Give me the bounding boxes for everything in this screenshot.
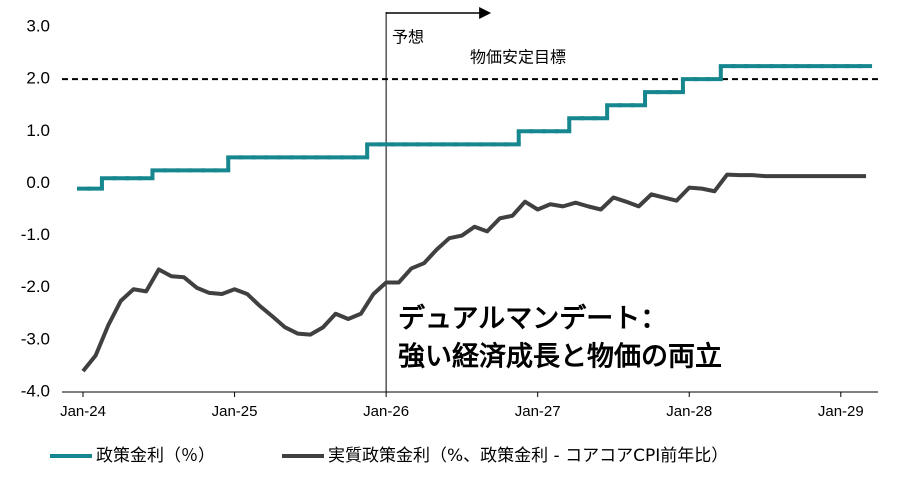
legend-label: 政策金利（％） bbox=[96, 446, 215, 466]
x-tick-label: Jan-29 bbox=[818, 403, 864, 420]
y-tick-label: 1.0 bbox=[26, 121, 50, 140]
legend-label: 実質政策金利（%、政策金利 - コアコアCPI前年比） bbox=[328, 446, 728, 466]
x-tick-label: Jan-25 bbox=[212, 403, 258, 420]
y-tick-label: 3.0 bbox=[26, 16, 50, 35]
forecast-arrowhead bbox=[479, 7, 492, 19]
annotation-line: 強い経済成長と物価の両立 bbox=[398, 341, 722, 373]
y-tick-label: -2.0 bbox=[21, 277, 50, 296]
forecast-label: 予想 bbox=[392, 28, 424, 47]
y-tick-label: 2.0 bbox=[26, 69, 50, 88]
annotation-line: デュアルマンデート： bbox=[398, 303, 667, 335]
x-tick-label: Jan-28 bbox=[666, 403, 712, 420]
target-label: 物価安定目標 bbox=[470, 48, 566, 67]
x-tick-label: Jan-27 bbox=[515, 403, 561, 420]
y-tick-label: -1.0 bbox=[21, 225, 50, 244]
y-tick-label: 0.0 bbox=[26, 173, 50, 192]
y-tick-label: -3.0 bbox=[21, 329, 50, 348]
x-tick-label: Jan-26 bbox=[363, 403, 409, 420]
x-tick-label: Jan-24 bbox=[60, 403, 106, 420]
series-line bbox=[81, 172, 867, 373]
y-tick-label: -4.0 bbox=[21, 381, 50, 400]
